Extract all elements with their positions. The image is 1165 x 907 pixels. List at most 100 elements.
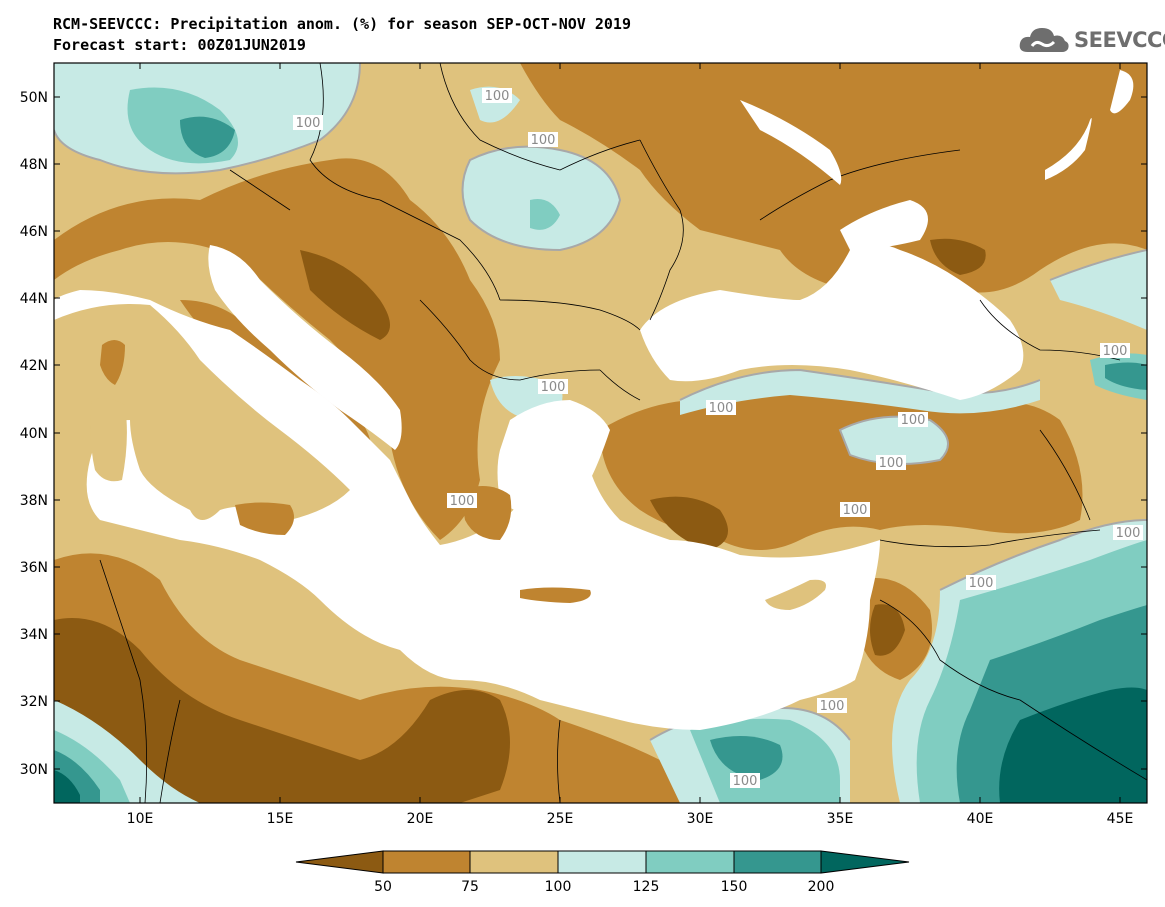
map-title: RCM-SEEVCCC: Precipitation anom. (%) for… xyxy=(53,15,631,33)
lon-label: 15E xyxy=(267,811,294,827)
contour-label-text: 100 xyxy=(450,494,475,509)
contour-label-100: 100 xyxy=(966,575,996,591)
contour-label-100: 100 xyxy=(528,132,558,148)
colorbar-label: 100 xyxy=(545,879,572,895)
seas xyxy=(54,200,1024,730)
field-50-75-balkans xyxy=(54,158,500,541)
contour-label-bg xyxy=(876,455,906,470)
seevccc-logo: SEEVCCC xyxy=(1018,22,1165,56)
colorbar-bin xyxy=(382,850,471,874)
contour-label-text: 100 xyxy=(541,380,566,395)
field-100-125-carpathia xyxy=(462,146,620,250)
lon-label: 25E xyxy=(547,811,574,827)
colorbar-above200 xyxy=(820,850,910,874)
lat-label: 44N xyxy=(20,291,48,307)
lat-label: 40N xyxy=(20,426,48,442)
contour-label-bg xyxy=(817,698,847,713)
contour-label-bg xyxy=(966,575,996,590)
contour-label-text: 100 xyxy=(709,401,734,416)
contour-label-text: 100 xyxy=(531,133,556,148)
contour-label-text: 100 xyxy=(1116,526,1141,541)
forecast-start-label: Forecast start: 00Z01JUN2019 xyxy=(53,36,306,54)
contour-label-100: 100 xyxy=(898,412,928,428)
field-below50-russia xyxy=(930,238,986,275)
colorbar: 50 75 100 125 150 200 xyxy=(295,850,910,895)
colorbar-below50 xyxy=(295,850,384,874)
contour-label-100: 100 xyxy=(1100,343,1130,359)
field-150-200-alps xyxy=(180,116,235,158)
nodata-gap-3 xyxy=(740,100,842,185)
latitude-axis: 50N 48N 46N 44N 42N 40N 38N 36N 34N 32N 30N xyxy=(20,90,1147,778)
lon-label: 30E xyxy=(687,811,714,827)
contour-label-text: 100 xyxy=(879,456,904,471)
lat-label: 48N xyxy=(20,157,48,173)
azov-sea xyxy=(840,200,928,250)
field-100-125-anatolia-north xyxy=(680,370,1040,415)
lat-label: 36N xyxy=(20,560,48,576)
lon-label: 40E xyxy=(967,811,994,827)
contour-label-bg xyxy=(730,773,760,788)
field-below50-balkans xyxy=(300,250,390,340)
adriatic-sea xyxy=(208,245,402,450)
contour-label-bg xyxy=(1100,343,1130,358)
lon-label: 10E xyxy=(127,811,154,827)
contour-label-text: 100 xyxy=(733,774,758,789)
field-above200-mesopotamia xyxy=(999,687,1147,803)
contour-label-100: 100 xyxy=(876,455,906,471)
contour-label-100: 100 xyxy=(482,88,512,104)
black-sea xyxy=(640,245,1024,400)
colorbar-label: 200 xyxy=(808,879,835,895)
colorbar-bin xyxy=(557,850,647,874)
lat-label: 30N xyxy=(20,762,48,778)
field-below50-levant xyxy=(870,604,905,656)
cyprus xyxy=(765,579,826,610)
colorbar-bin xyxy=(469,850,559,874)
contour-label-bg xyxy=(538,379,568,394)
tyrrhenian-ionian-med xyxy=(54,290,880,730)
contour-label-text: 100 xyxy=(485,89,510,104)
colorbar-label: 150 xyxy=(721,879,748,895)
field-150-200-egypt xyxy=(710,736,783,780)
contour-label-100: 100 xyxy=(447,493,477,509)
contour-label-100: 100 xyxy=(840,502,870,518)
lat-label: 38N xyxy=(20,493,48,509)
field-50-75-turkey xyxy=(600,386,1083,550)
logo-text: SEEVCCC xyxy=(1074,28,1165,52)
contour-label-text: 100 xyxy=(1103,344,1128,359)
contour-label-100: 100 xyxy=(730,773,760,789)
field-100-125-anatolia-central xyxy=(840,416,948,464)
contour-label-bg xyxy=(1113,525,1143,540)
lat-label: 46N xyxy=(20,224,48,240)
field-125-150-carpathia xyxy=(530,199,560,230)
nodata-gap-1 xyxy=(1045,118,1092,180)
colorbar-label: 50 xyxy=(374,879,392,895)
contour-label-text: 100 xyxy=(296,116,321,131)
field-150-200-caucasus xyxy=(1105,362,1147,390)
crete xyxy=(520,587,591,603)
contour-label-bg xyxy=(482,88,512,103)
lat-label: 32N xyxy=(20,694,48,710)
lat-label: 50N xyxy=(20,90,48,106)
contour-label-100: 100 xyxy=(538,379,568,395)
contour-labels: 100 100 100 100 100 100 100 100 100 100 100 100 100 1… xyxy=(293,88,1143,789)
lat-label: 34N xyxy=(20,627,48,643)
contour-label-text: 100 xyxy=(843,503,868,518)
corsica xyxy=(100,340,125,385)
map-field xyxy=(54,63,1147,803)
contour-label-100: 100 xyxy=(817,698,847,714)
contour-label-100: 100 xyxy=(1113,525,1143,541)
lon-label: 35E xyxy=(827,811,854,827)
contour-label-bg xyxy=(528,132,558,147)
longitude-axis: 10E 15E 20E 25E 30E 35E 40E 45E xyxy=(127,63,1133,827)
contour-label-bg xyxy=(293,115,323,130)
contour-label-text: 100 xyxy=(820,699,845,714)
contour-label-bg xyxy=(706,400,736,415)
sardinia xyxy=(90,398,127,482)
lon-label: 20E xyxy=(407,811,434,827)
sicily xyxy=(235,502,294,535)
islands xyxy=(90,340,826,610)
colorbar-bin xyxy=(645,850,735,874)
contour-label-100: 100 xyxy=(293,115,323,131)
contour-label-text: 100 xyxy=(901,413,926,428)
